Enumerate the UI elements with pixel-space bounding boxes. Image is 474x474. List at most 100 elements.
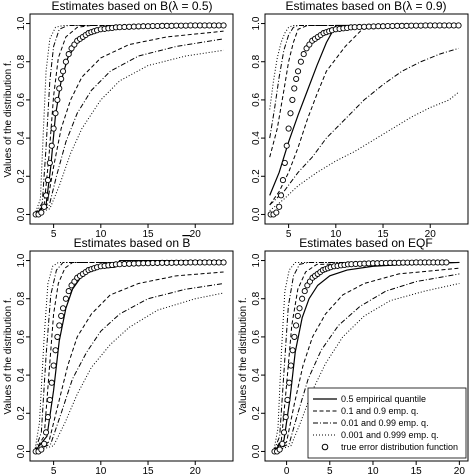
data-point [294,68,302,75]
legend-entry: 0.5 empirical quantile [313,394,426,404]
y-tick-label: 0.0 [16,207,27,221]
series-line-q10 [34,271,224,452]
panel-bottom-left: Estimates based on B Values of the distr… [3,236,234,474]
x-tick-label: 10 [95,466,107,474]
data-point [65,51,72,58]
y-tick-label: 0.8 [251,291,262,305]
data-point [287,362,294,369]
data-point [56,322,63,329]
data-point [286,379,293,386]
data-point [285,125,292,132]
data-point [279,177,286,184]
data-point [273,209,280,216]
data-point [289,96,296,103]
legend-label: 0.1 and 0.9 emp. q. [341,406,419,416]
y-tick-label: 0.4 [251,368,262,382]
data-point [291,333,298,340]
x-tick-label: 15 [142,229,154,240]
x-tick-label: 20 [425,229,437,240]
data-point [282,414,289,421]
data-point [289,347,296,354]
data-point [41,203,48,210]
series-line-q90 [269,24,459,158]
y-tick-label: 0.6 [251,330,262,344]
data-point [443,259,450,266]
series-line-q999 [269,24,459,110]
data-point [56,85,63,92]
data-point [220,259,227,266]
data-point [38,209,45,216]
series-line-q999 [273,261,460,452]
x-tick-label: 5 [327,466,333,474]
data-point [58,312,65,319]
legend-label: true error distribution function [341,442,458,452]
x-tick-label: 0 [284,466,290,474]
overline-b-symbol: B [160,0,168,13]
y-tick-label: 0.4 [16,368,27,382]
legend: 0.5 empirical quantile 0.1 and 0.9 emp. … [307,387,467,459]
y-tick-label: 1.0 [16,253,27,267]
data-point [62,295,69,302]
y-tick-label: 0.6 [16,93,27,107]
series-line-q01 [273,273,460,452]
data-point [38,446,45,453]
series-line-q001 [269,91,459,212]
data-point [281,159,288,166]
y-tick-label: 0.0 [251,444,262,458]
series-line-q99 [34,261,224,452]
y-tick-label: 1.0 [251,253,262,267]
series-line-q001 [273,282,460,452]
series-line-q01 [34,38,224,215]
series-line-q99 [273,261,460,452]
series-line-q90 [34,261,224,452]
x-tick-label: 10 [367,466,379,474]
legend-label: 0.01 and 0.99 emp. q. [341,418,429,428]
series-line-q10 [34,30,224,215]
series-line-q999 [34,261,224,452]
legend-entry: 0.01 and 0.99 emp. q. [313,418,429,428]
data-point [220,22,227,29]
legend-marker-circle [321,443,329,451]
series-line-q01 [34,282,224,452]
data-point [52,110,59,117]
x-tick-label: 10 [330,229,342,240]
data-point [284,396,291,403]
data-point [294,312,301,319]
series-line-q50 [273,261,460,452]
plot-frame [29,250,234,462]
x-tick-label: 10 [95,229,107,240]
panel-top-right: Estimates based on B(λ = 0.9) 5 10 15 20 0.0… [251,0,469,240]
y-tick-label: 0.2 [16,169,27,183]
y-tick-label: 0.8 [16,291,27,305]
data-point [65,288,72,295]
y-tick-label: 0.8 [16,54,27,68]
y-tick-label: 0.2 [251,169,262,183]
series-line-q999 [34,24,224,215]
series-true-distribution [267,22,462,218]
series-line-q90 [34,24,224,215]
data-point [54,333,61,340]
x-tick-label: 5 [51,466,57,474]
panel-bottom-right: Estimates based on EQF Values of the dis… [238,236,469,474]
x-tick-label: 15 [411,466,423,474]
series-line-q50 [34,24,224,215]
y-axis-label: Values of the distribution f. [3,297,14,414]
legend-label: 0.001 and 0.999 emp. q. [341,430,439,440]
legend-entry: true error distribution function [321,442,458,452]
y-tick-label: 0.4 [16,131,27,145]
series-line-q10 [273,267,460,452]
x-tick-label: 20 [190,466,202,474]
plot-frame [264,13,469,225]
y-tick-label: 1.0 [16,16,27,30]
legend-entry: 0.1 and 0.9 emp. q. [313,406,419,416]
series-line-q99 [34,24,224,215]
x-tick-label: 5 [286,229,292,240]
series-true-distribution [32,22,227,218]
series-line-q10 [269,24,459,206]
series-true-distribution [32,259,227,455]
plot-frame [29,13,234,225]
x-tick-label: 15 [142,466,154,474]
data-point [60,305,67,312]
data-point [299,295,306,302]
